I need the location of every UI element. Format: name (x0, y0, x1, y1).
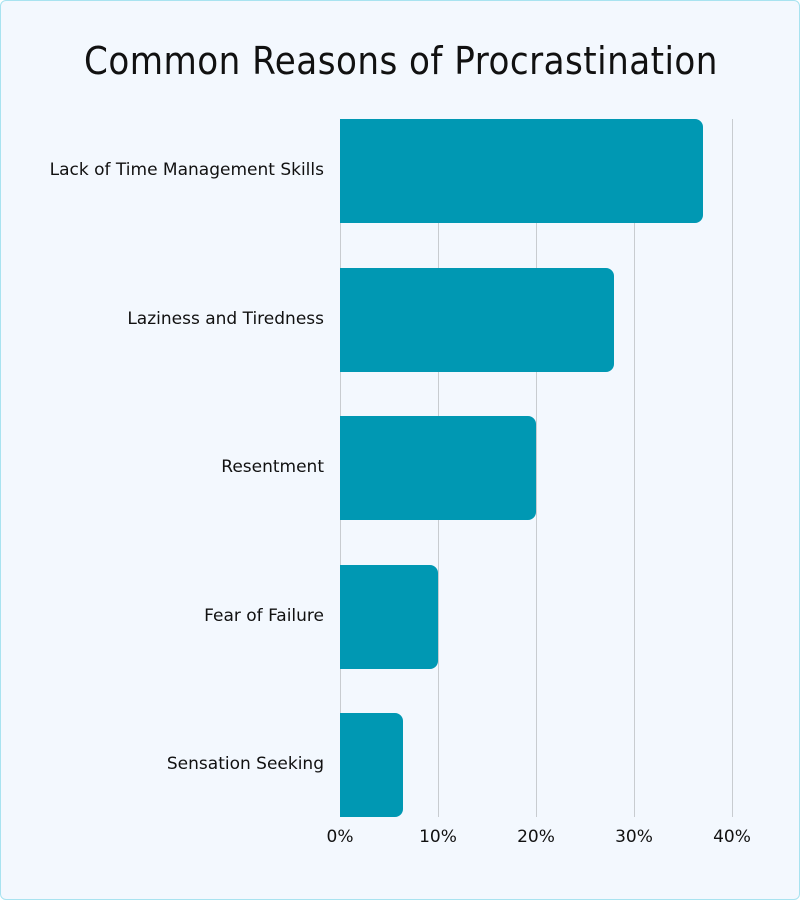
category-label: Lack of Time Management Skills (49, 160, 324, 180)
category-label: Fear of Failure (204, 605, 324, 626)
x-tick-label: 40% (713, 827, 751, 847)
bar (340, 267, 615, 372)
bar (340, 416, 536, 520)
gridline (732, 119, 733, 817)
x-tick-label: 30% (615, 827, 653, 847)
bar (340, 119, 703, 223)
x-tick-label: 10% (419, 827, 457, 847)
chart-title: Common Reasons of Procrastination (84, 39, 718, 83)
bar (340, 564, 438, 669)
plot-area (340, 119, 740, 817)
category-label: Sensation Seeking (166, 754, 324, 774)
x-tick-label: 20% (517, 827, 555, 847)
category-label: Resentment (221, 457, 324, 477)
bar (340, 713, 403, 817)
gridline (634, 119, 635, 817)
x-tick-label: 0% (326, 827, 354, 847)
category-label: Laziness and Tiredness (127, 308, 324, 329)
gridline (536, 119, 537, 817)
